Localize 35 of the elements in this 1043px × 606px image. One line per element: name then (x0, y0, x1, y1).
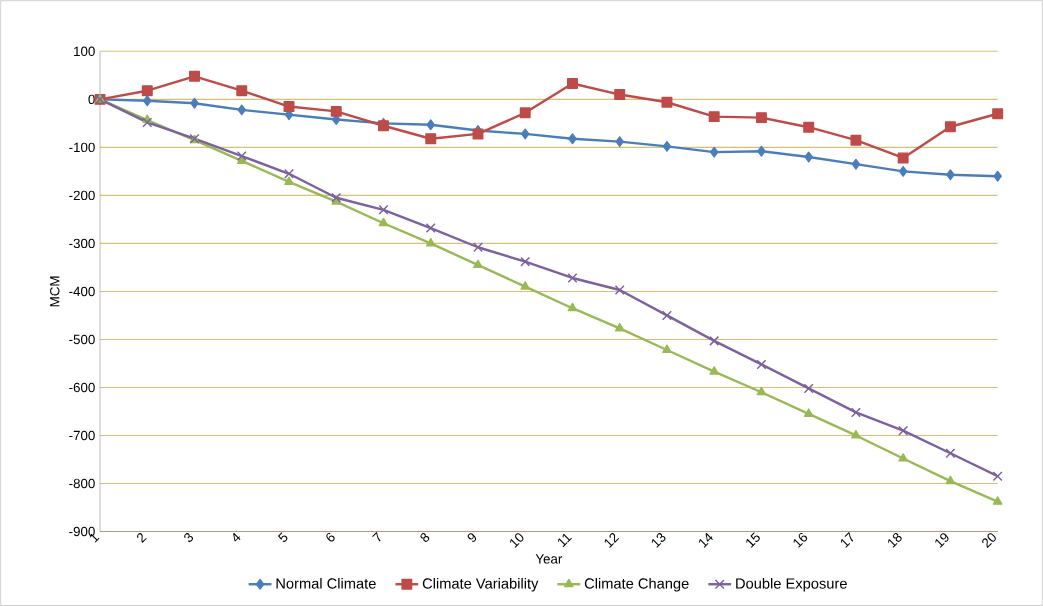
x-tick-label: 16 (793, 532, 808, 548)
x-tick-label: 19 (935, 533, 949, 548)
x-tick-label: 20 (982, 533, 996, 548)
x-axis-title: Year (535, 554, 563, 564)
x-tick-label: 12 (604, 533, 620, 548)
x-tick-label: 4 (233, 532, 241, 542)
y-tick-label: -600 (69, 382, 95, 393)
y-tick-label: -200 (69, 190, 95, 201)
x-tick-label: 13 (651, 532, 666, 548)
y-tick-label: -300 (69, 238, 95, 249)
y-tick-label: -100 (69, 142, 95, 152)
y-tick-label: -800 (69, 478, 95, 489)
x-tick-label: 10 (510, 533, 524, 548)
legend-label: Double Exposure (736, 577, 847, 592)
x-tick-label: 14 (699, 532, 713, 548)
y-tick-label: -400 (69, 286, 95, 297)
x-tick-label: 15 (746, 532, 760, 548)
x-tick-label: 6 (326, 532, 335, 542)
legend-label: Normal Climate (276, 577, 376, 589)
y-axis-title: MCM (50, 276, 60, 307)
x-tick-label: 17 (840, 531, 854, 548)
x-tick-label: 9 (467, 533, 477, 542)
x-tick-label: 7 (372, 531, 381, 542)
y-tick-label: 100 (74, 46, 95, 56)
x-tick-label: 11 (558, 533, 572, 548)
x-tick-label: 5 (277, 532, 288, 542)
y-tick-label: -700 (69, 430, 95, 441)
y-tick-label: 0 (88, 94, 95, 104)
x-tick-label: 18 (888, 532, 902, 548)
legend-label: Climate Variability (422, 577, 539, 592)
y-tick-label: -500 (69, 334, 95, 345)
x-tick-label: 8 (420, 532, 430, 542)
x-tick-label: 2 (137, 533, 147, 543)
legend-label: Climate Change (584, 577, 689, 592)
x-tick-label: 3 (184, 532, 194, 542)
